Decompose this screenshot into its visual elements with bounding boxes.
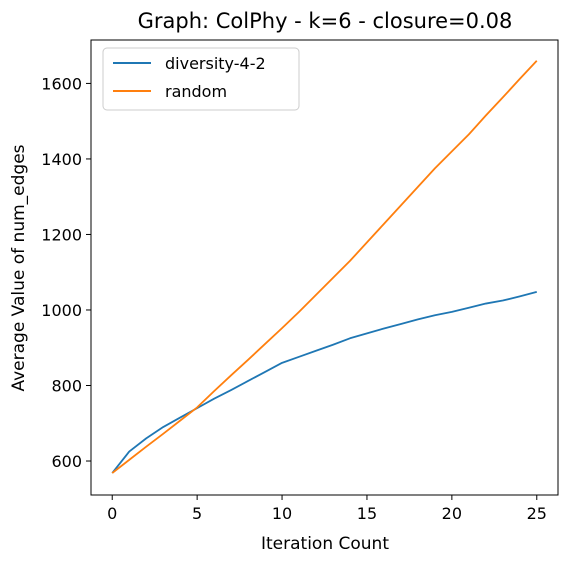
y-axis-label: Average Value of num_edges (9, 144, 29, 391)
series-line-diversity-4-2 (111, 290, 538, 474)
legend-box (102, 47, 300, 111)
y-tick-label: 1000 (41, 301, 82, 320)
y-tick-label: 800 (51, 376, 82, 395)
legend: diversity-4-2 random (102, 47, 300, 111)
x-tick-label: 10 (272, 504, 292, 523)
plot-lines (111, 60, 538, 474)
legend-label-diversity: diversity-4-2 (165, 54, 266, 73)
series-line-random (111, 60, 538, 474)
x-tick-label: 5 (192, 504, 202, 523)
legend-label-random: random (165, 82, 227, 101)
x-tick-label: 0 (107, 504, 117, 523)
x-tick-label: 20 (442, 504, 462, 523)
x-axis-ticks: 0 5 10 15 20 25 (107, 495, 547, 523)
x-tick-label: 15 (357, 504, 377, 523)
y-tick-label: 1200 (41, 225, 82, 244)
y-axis-ticks: 600 800 1000 1200 1400 1600 (41, 74, 91, 471)
y-tick-label: 1400 (41, 150, 82, 169)
y-tick-label: 600 (51, 452, 82, 471)
chart-title: Graph: ColPhy - k=6 - closure=0.08 (138, 9, 513, 33)
x-axis-label: Iteration Count (261, 534, 389, 554)
y-tick-label: 1600 (41, 74, 82, 93)
plot-frame (90, 39, 559, 496)
x-tick-label: 25 (527, 504, 547, 523)
